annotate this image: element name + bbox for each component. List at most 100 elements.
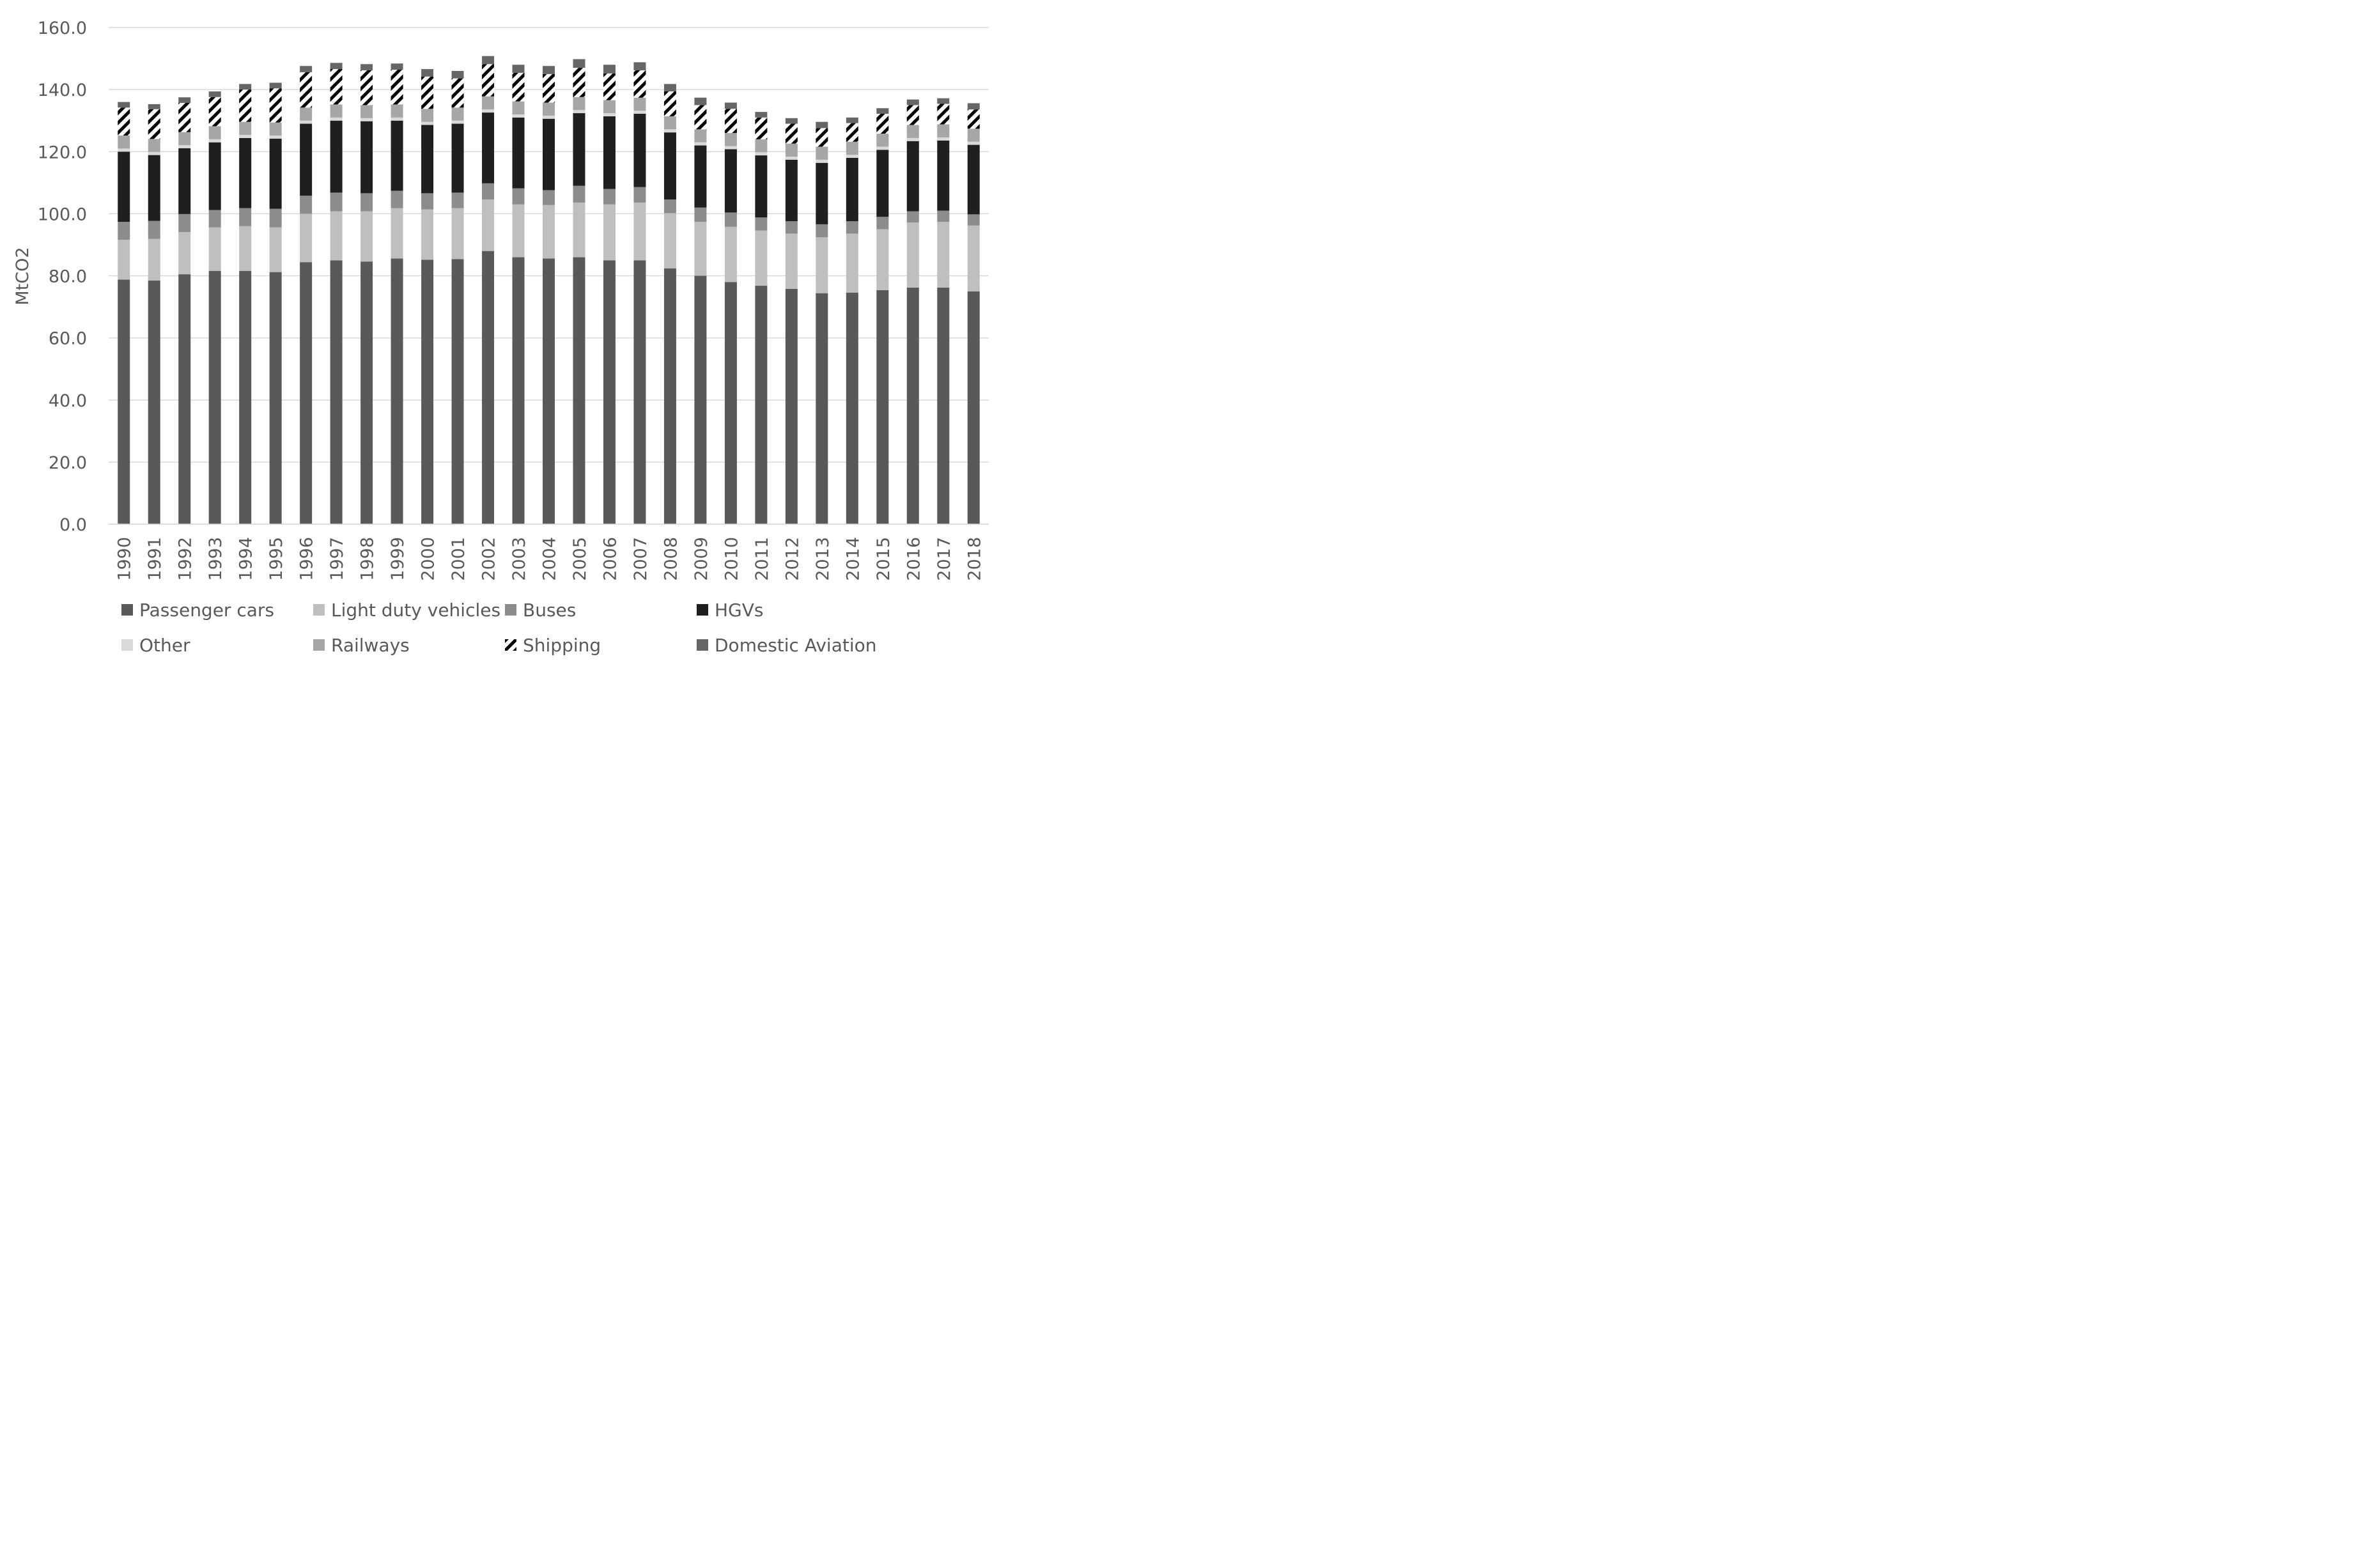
bar-segment-shipping [208, 97, 221, 127]
bar-segment-buses [178, 213, 191, 233]
bar-segment-passenger-cars [573, 257, 585, 524]
x-tick-label: 2001 [449, 537, 469, 581]
x-tick-label: 1999 [388, 537, 408, 581]
bar-segment-light-duty-vehicles [663, 213, 676, 268]
bar-segment-buses [694, 207, 707, 222]
bar-segment-shipping [330, 69, 343, 105]
bar-segment-buses [906, 211, 919, 222]
y-axis-title: MtCO2 [13, 247, 33, 305]
bar-segment-passenger-cars [482, 251, 495, 524]
bar-segment-shipping [846, 123, 858, 142]
bar-segment-passenger-cars [876, 290, 889, 524]
bar-segment-shipping [633, 70, 646, 98]
bar-segment-light-duty-vehicles [148, 238, 160, 281]
bar-segment-buses [937, 210, 950, 222]
bar-segment-light-duty-vehicles [846, 233, 858, 293]
bar-segment-railways [178, 132, 191, 146]
bar-segment-shipping [543, 74, 555, 103]
bar-segment-passenger-cars [967, 291, 980, 524]
x-tick-label: 2000 [419, 537, 438, 581]
x-tick-label: 2013 [813, 537, 833, 581]
bar-segment-passenger-cars [239, 270, 252, 524]
bar-segment-light-duty-vehicles [785, 233, 798, 289]
bar-segment-hgvs [208, 142, 221, 210]
bar-segment-buses [208, 210, 221, 228]
bar-segment-passenger-cars [633, 260, 646, 524]
legend-item-buses: Buses [505, 600, 576, 621]
bar-segment-shipping [451, 78, 464, 108]
y-tick-label: 100.0 [38, 205, 87, 224]
y-tick-label: 160.0 [38, 19, 87, 38]
bar-segment-domestic-aviation [118, 102, 130, 108]
bar-segment-light-duty-vehicles [330, 211, 343, 261]
bar-segment-railways [118, 136, 130, 149]
bar-segment-shipping [876, 114, 889, 134]
bar-segment-passenger-cars [300, 262, 313, 524]
y-tick-label: 20.0 [49, 453, 87, 473]
bar-segment-shipping [816, 128, 828, 147]
bar-segment-light-duty-vehicles [421, 209, 434, 260]
x-tick-label: 1998 [358, 537, 378, 581]
bar-segment-hgvs [543, 118, 555, 190]
bar-segment-other [876, 146, 889, 150]
bar-segment-hgvs [360, 121, 373, 194]
bar-segment-buses [482, 183, 495, 200]
x-tick-label: 2016 [904, 537, 924, 581]
bar-segment-other [512, 114, 525, 118]
y-axis-tick-labels: 0.0 20.0 40.0 60.0 80.0 100.0 120.0 140.0 160.0 [38, 19, 87, 535]
bar-segment-passenger-cars [694, 276, 707, 524]
bar-segment-other [482, 109, 495, 113]
bar-segment-railways [967, 128, 980, 142]
bar-segment-buses [391, 190, 403, 208]
bar-segment-hgvs [755, 155, 768, 218]
x-tick-label: 1995 [267, 537, 286, 581]
bar-segment-other [906, 137, 919, 141]
legend-label: Shipping [523, 635, 601, 656]
bar-segment-other [300, 120, 313, 124]
legend: Passenger cars Light duty vehicles Buses HG… [121, 600, 877, 656]
bar-segment-passenger-cars [603, 260, 616, 524]
legend-label: Buses [523, 600, 576, 621]
legend-swatch [697, 639, 708, 651]
bar-segment-domestic-aviation [391, 63, 403, 70]
legend-label: Other [139, 635, 190, 656]
x-tick-label: 2018 [965, 537, 984, 581]
bar-segment-domestic-aviation [300, 66, 313, 72]
bar-segment-railways [846, 141, 858, 155]
bar-segment-light-duty-vehicles [300, 213, 313, 263]
bar-segment-buses [451, 192, 464, 208]
bar-segment-hgvs [967, 144, 980, 215]
stacked-bar-chart: 0.020.040.060.080.0100.0120.0140.0160.0 … [13, 19, 989, 656]
bar-segment-other [178, 145, 191, 148]
bar-segment-hgvs [663, 132, 676, 200]
x-tick-label: 2004 [540, 537, 560, 581]
bar-segment-light-duty-vehicles [118, 240, 130, 280]
bar-segment-passenger-cars [663, 268, 676, 524]
bar-segment-railways [543, 102, 555, 116]
bar-segment-railways [269, 122, 282, 136]
legend-label: HGVs [715, 600, 764, 621]
bar-segment-shipping [937, 104, 950, 125]
legend-item-other: Other [121, 635, 190, 656]
bar-segment-other [360, 118, 373, 121]
bar-segment-railways [391, 104, 403, 118]
bar-segment-railways [148, 139, 160, 152]
bar-segment-domestic-aviation [512, 65, 525, 73]
bar-segment-buses [603, 189, 616, 205]
bar-segment-other [816, 159, 828, 163]
chart-container: 0.0 20.0 40.0 60.0 80.0 100.0 120.0 140.0 160.0 … [0, 0, 1003, 665]
bar-segment-other [239, 135, 252, 138]
bar-segment-buses [360, 193, 373, 212]
bar-segment-hgvs [451, 123, 464, 193]
bar-segment-buses [239, 208, 252, 226]
bar-segment-hgvs [633, 114, 646, 187]
bar-segment-passenger-cars [330, 260, 343, 524]
bar-segment-passenger-cars [543, 258, 555, 524]
bar-segment-light-duty-vehicles [208, 227, 221, 271]
bar-segment-other [967, 141, 980, 145]
bar-segment-other [451, 120, 464, 124]
bar-segment-passenger-cars [421, 260, 434, 524]
bar-segment-hgvs [239, 137, 252, 208]
bar-segment-hgvs [421, 125, 434, 194]
legend-label: Railways [331, 635, 410, 656]
